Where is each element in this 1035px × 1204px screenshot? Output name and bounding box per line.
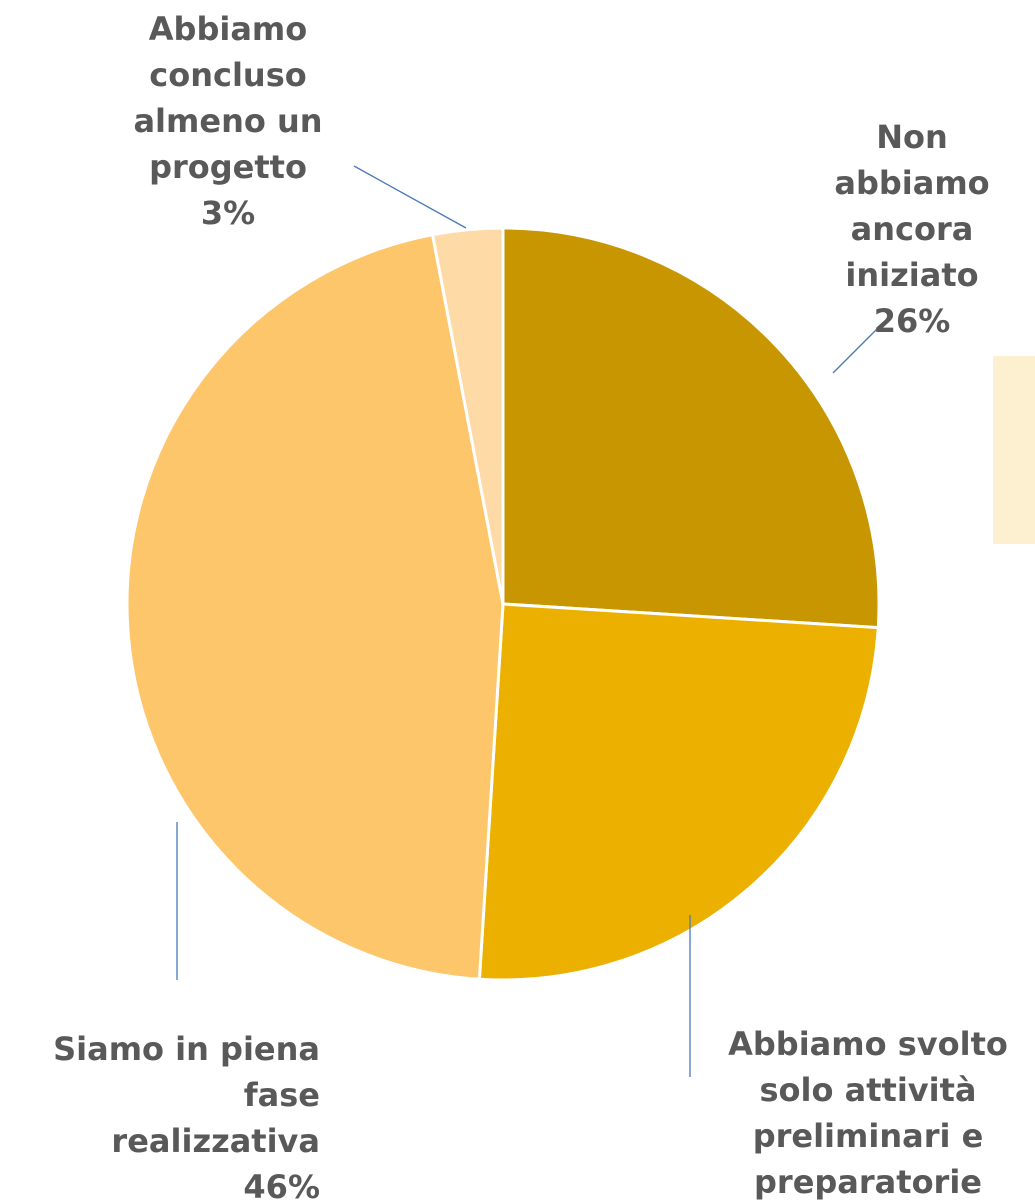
slice-label-line: progetto [149, 148, 307, 186]
slice-percent-label: 3% [201, 194, 255, 232]
pie-slice-4 [430, 226, 505, 605]
slice-label-line: Abbiamo svolto [728, 1025, 1008, 1063]
slice-label-line: solo attività [760, 1071, 977, 1109]
leader-line-1 [832, 324, 882, 374]
slice-label-2: Abbiamo svolto solo attività preliminari e… [728, 1025, 1008, 1204]
slice-label-line: realizzativa [111, 1122, 320, 1160]
slice-label-line: concluso [149, 56, 306, 94]
slice-percent-label: 26% [874, 302, 951, 340]
slice-label-line: preliminari e [753, 1117, 984, 1155]
legend-panel [993, 356, 1035, 544]
leader-lines [176, 165, 882, 1077]
slice-labels: Non abbiamo ancora iniziato 26% Abbiamo svolt… [53, 10, 1008, 1204]
pie-slice-2 [477, 602, 880, 982]
pie-slice-1 [501, 226, 881, 630]
slice-label-4: Abbiamo concluso almeno un progetto 3% [133, 10, 322, 232]
slice-label-line: Siamo in piena [53, 1030, 320, 1068]
slice-label-line: fase [244, 1076, 320, 1114]
slice-label-line: abbiamo [834, 164, 989, 202]
slice-label-1: Non abbiamo ancora iniziato 26% [834, 118, 989, 340]
slice-label-line: ancora [851, 210, 974, 248]
slice-label-line: almeno un [133, 102, 322, 140]
slice-label-line: Non [876, 118, 948, 156]
slice-label-line: iniziato [845, 256, 978, 294]
slice-label-line: Abbiamo [149, 10, 307, 48]
pie-slices [125, 226, 881, 982]
pie-slice-3 [125, 232, 505, 981]
slice-percent-label: 46% [243, 1168, 320, 1204]
slice-label-line: preparatorie [754, 1163, 982, 1201]
leader-line-4 [353, 165, 467, 229]
slice-label-3: Siamo in piena fase realizzativa 46% [53, 1030, 320, 1204]
